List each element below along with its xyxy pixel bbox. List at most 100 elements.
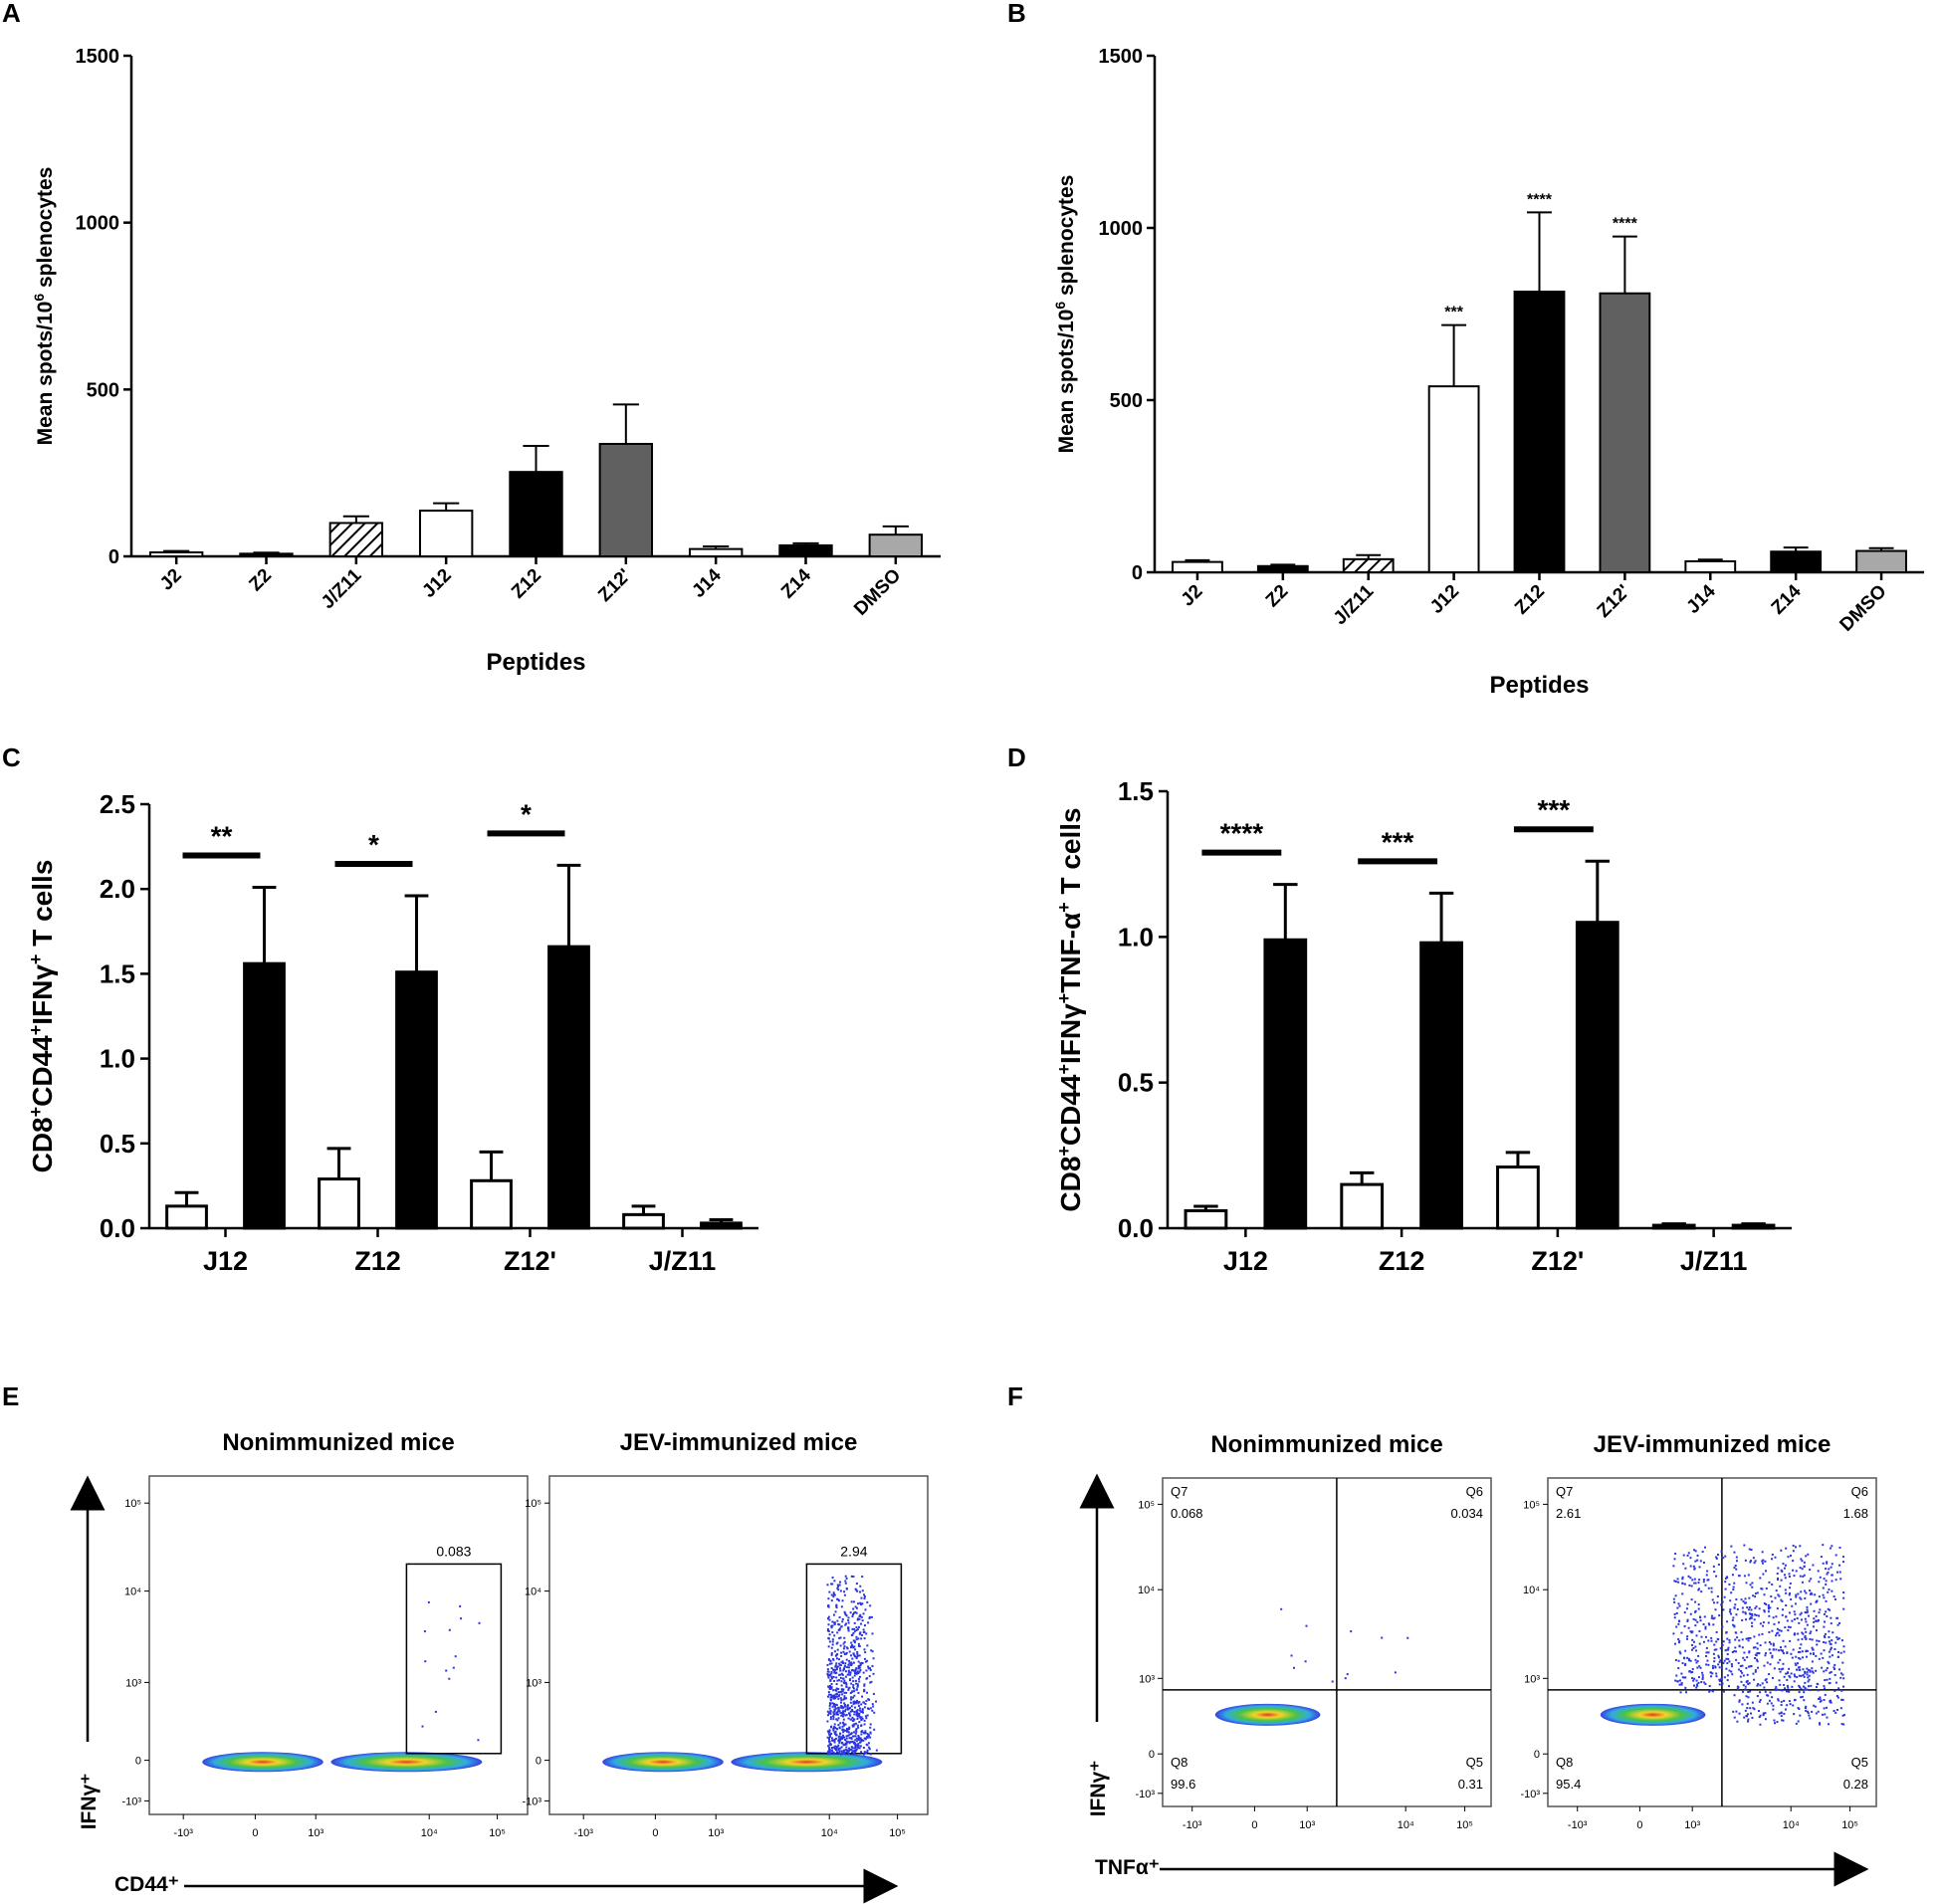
event-dot [849, 1718, 852, 1721]
event-dot [1704, 1584, 1707, 1587]
event-dot [856, 1712, 859, 1715]
event-dot [1735, 1650, 1738, 1653]
event-dot [1839, 1707, 1842, 1710]
event-dot [837, 1697, 840, 1700]
event-dot [853, 1672, 856, 1675]
event-dot [847, 1747, 850, 1750]
event-dot [1824, 1632, 1827, 1635]
event-dot [1700, 1681, 1703, 1684]
event-dot [1829, 1677, 1832, 1680]
x-axis-label: Peptides [1489, 672, 1589, 699]
quadrant-value: 2.61 [1556, 1506, 1581, 1521]
event-dot [1304, 1660, 1307, 1663]
event-dot [1813, 1617, 1816, 1620]
event-dot [1707, 1587, 1710, 1589]
event-dot [864, 1737, 867, 1740]
event-dot [853, 1641, 856, 1644]
event-dot [1806, 1623, 1809, 1626]
event-dot [1757, 1666, 1760, 1669]
event-dot [835, 1689, 838, 1692]
event-dot [1841, 1556, 1844, 1559]
event-dot [1787, 1556, 1790, 1559]
event-dot [1779, 1658, 1782, 1661]
event-dot [1833, 1597, 1836, 1600]
event-dot [1746, 1673, 1749, 1676]
event-dot [838, 1740, 841, 1743]
event-dot [1800, 1674, 1803, 1677]
event-dot [1830, 1616, 1833, 1619]
y-tick-label: 10⁴ [525, 1587, 541, 1598]
event-dot [1771, 1553, 1774, 1556]
event-dot [1805, 1709, 1808, 1712]
event-dot [1825, 1641, 1828, 1644]
event-dot [1827, 1571, 1830, 1574]
event-dot [1842, 1650, 1845, 1653]
event-dot [1734, 1565, 1737, 1568]
event-dot [843, 1652, 846, 1655]
x-tick-label: 10⁴ [1783, 1819, 1800, 1831]
event-dot [864, 1731, 867, 1734]
event-dot [1780, 1629, 1783, 1632]
event-dot [840, 1672, 843, 1675]
event-dot [827, 1731, 830, 1734]
event-dot [1817, 1570, 1820, 1573]
event-dot [1842, 1677, 1845, 1680]
event-dot [829, 1660, 832, 1663]
event-dot [1756, 1591, 1759, 1594]
event-dot [1771, 1583, 1774, 1586]
event-dot [855, 1626, 858, 1629]
event-dot [833, 1697, 836, 1700]
event-dot [1737, 1662, 1740, 1665]
x-tick-label: 0 [1636, 1819, 1642, 1831]
event-dot [1815, 1600, 1818, 1603]
event-dot [1804, 1636, 1807, 1639]
event-dot [836, 1587, 839, 1589]
event-dot [844, 1612, 847, 1615]
event-dot [831, 1705, 834, 1708]
event-dot [860, 1751, 863, 1754]
event-dot [1696, 1660, 1699, 1663]
event-dot [1784, 1708, 1787, 1711]
event-dot [1684, 1567, 1687, 1570]
event-dot [833, 1703, 836, 1706]
event-dot [870, 1680, 873, 1683]
event-dot [833, 1650, 836, 1653]
event-dot [835, 1746, 838, 1749]
plot-frame [1547, 1477, 1877, 1807]
event-dot [1807, 1553, 1810, 1556]
event-dot [1788, 1667, 1791, 1670]
event-dot [1809, 1689, 1812, 1692]
event-dot [454, 1655, 457, 1658]
event-dot [849, 1701, 852, 1704]
event-dot [1826, 1573, 1829, 1576]
event-dot [832, 1729, 835, 1732]
event-dot [1712, 1652, 1715, 1655]
event-dot [834, 1705, 837, 1708]
event-dot [1678, 1604, 1681, 1607]
event-dot [856, 1709, 859, 1712]
event-dot [855, 1749, 858, 1752]
event-dot [855, 1667, 858, 1670]
event-dot [1742, 1610, 1745, 1613]
event-dot [839, 1644, 842, 1647]
event-dot [1840, 1698, 1843, 1701]
event-dot [1775, 1634, 1778, 1637]
bar-immunized [1731, 1223, 1776, 1230]
event-dot [1702, 1640, 1705, 1643]
event-dot [1796, 1668, 1799, 1671]
event-dot [840, 1651, 843, 1654]
event-dot [1715, 1640, 1718, 1643]
event-dot [1759, 1684, 1762, 1687]
event-dot [1706, 1570, 1709, 1573]
x-tick-label: Z12' [504, 1246, 556, 1276]
event-dot [828, 1704, 831, 1707]
x-tick-label: J12 [1223, 1246, 1268, 1276]
event-dot [847, 1666, 850, 1669]
event-dot [1784, 1645, 1787, 1648]
event-dot [1787, 1628, 1790, 1631]
y-tick-label: 1000 [1099, 218, 1144, 240]
event-dot [1770, 1702, 1773, 1705]
event-dot [1768, 1630, 1771, 1633]
event-dot [827, 1615, 830, 1618]
event-dot [1767, 1607, 1770, 1610]
